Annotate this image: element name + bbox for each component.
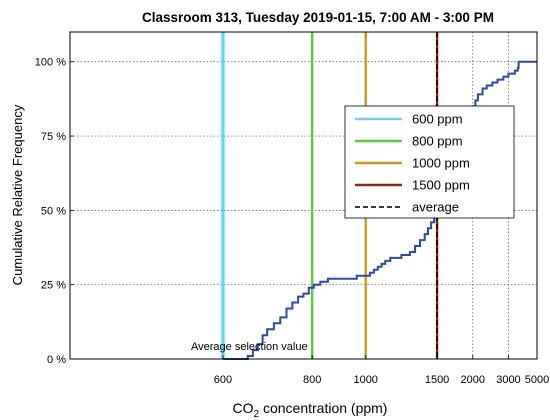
x-tick-label: 1500: [425, 374, 449, 386]
legend-label: 600 ppm: [412, 112, 463, 127]
x-tick-label: 1000: [353, 374, 377, 386]
x-axis-label: CO2 concentration (ppm): [233, 400, 388, 420]
average-annotation: Average selection value: [191, 341, 308, 353]
x-tick-label: 3000: [496, 374, 520, 386]
y-tick-label: 75 %: [41, 131, 66, 143]
legend: 600 ppm 800 ppm 1000 ppm 1500 ppm average: [344, 105, 515, 219]
chart-title: Classroom 313, Tuesday 2019-01-15, 7:00 …: [142, 10, 494, 25]
legend-label: 1500 ppm: [412, 178, 470, 193]
y-tick-label: 25 %: [41, 280, 66, 292]
x-tick-label: 600: [214, 374, 232, 386]
y-tick-label: 100 %: [35, 57, 66, 69]
y-tick-label: 50 %: [41, 205, 66, 217]
x-axis-ticks: 600 800 1000 1500 2000 3000 5000: [214, 355, 549, 386]
y-axis-label: Cumulative Relative Frequency: [10, 104, 25, 285]
legend-label: 1000 ppm: [412, 156, 470, 171]
legend-label: average: [412, 200, 459, 215]
x-axis-label-sub: 2: [254, 409, 260, 420]
plot-frame: [69, 31, 538, 360]
y-axis-ticks: 0 % 25 % 50 % 75 % 100 %: [35, 57, 74, 366]
legend-label: 800 ppm: [412, 134, 463, 149]
x-axis-label-rest: concentration (ppm): [259, 400, 387, 416]
x-tick-label: 800: [303, 374, 321, 386]
x-tick-label: 5000: [525, 374, 549, 386]
x-axis-label-main: CO: [233, 400, 254, 416]
x-tick-label: 2000: [461, 374, 485, 386]
y-tick-label: 0 %: [47, 354, 66, 366]
